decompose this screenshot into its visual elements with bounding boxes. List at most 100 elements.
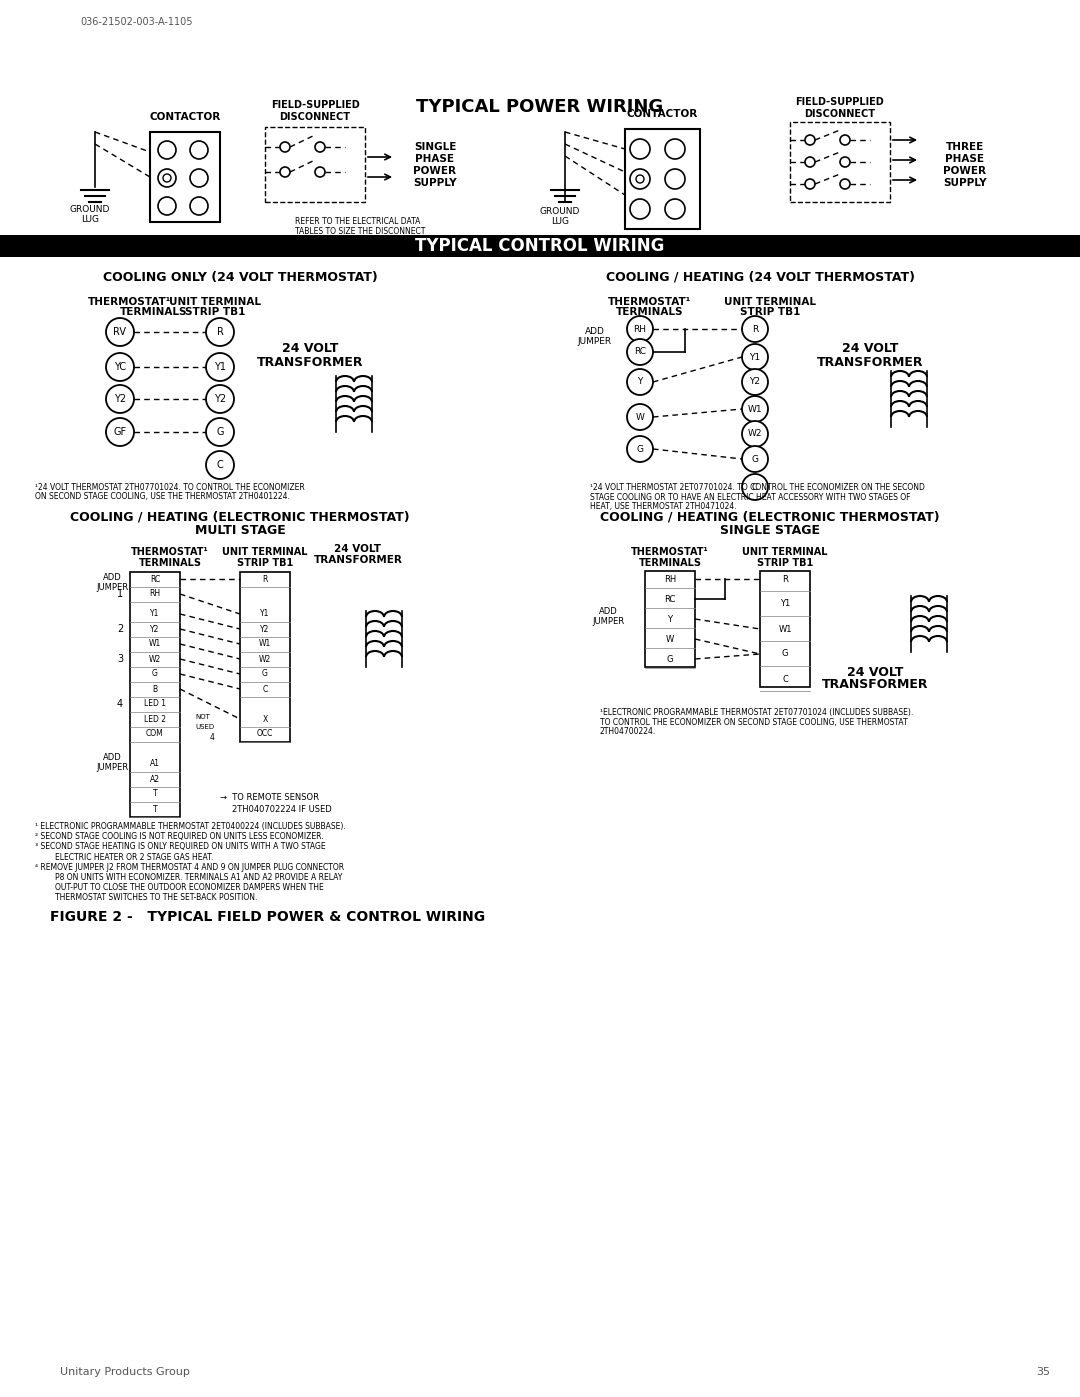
- Text: ELECTRIC HEATER OR 2 STAGE GAS HEAT.: ELECTRIC HEATER OR 2 STAGE GAS HEAT.: [55, 852, 213, 862]
- Text: PHASE: PHASE: [945, 154, 985, 163]
- Circle shape: [206, 386, 234, 414]
- Text: TERMINALS: TERMINALS: [617, 307, 684, 317]
- Bar: [265, 127, 365, 203]
- Circle shape: [840, 179, 850, 189]
- Circle shape: [190, 197, 208, 215]
- Text: Y2: Y2: [150, 624, 160, 633]
- Text: SUPPLY: SUPPLY: [943, 177, 987, 189]
- Text: TRANSFORMER: TRANSFORMER: [313, 555, 403, 564]
- Text: THREE: THREE: [946, 142, 984, 152]
- Text: POWER: POWER: [414, 166, 457, 176]
- Text: W: W: [635, 412, 645, 422]
- Circle shape: [665, 198, 685, 219]
- Text: C: C: [262, 685, 268, 693]
- Text: C: C: [782, 675, 788, 683]
- Text: W2: W2: [259, 655, 271, 664]
- Text: 4: 4: [117, 698, 123, 710]
- Text: W1: W1: [259, 640, 271, 648]
- Text: OUT-PUT TO CLOSE THE OUTDOOR ECONOMIZER DAMPERS WHEN THE: OUT-PUT TO CLOSE THE OUTDOOR ECONOMIZER …: [55, 883, 324, 891]
- Circle shape: [742, 395, 768, 422]
- Text: STRIP TB1: STRIP TB1: [757, 557, 813, 569]
- Text: RC: RC: [634, 348, 646, 356]
- Text: G: G: [152, 669, 158, 679]
- Text: 24 VOLT: 24 VOLT: [335, 543, 381, 555]
- Circle shape: [742, 369, 768, 395]
- Circle shape: [627, 404, 653, 430]
- Circle shape: [106, 319, 134, 346]
- Text: TRANSFORMER: TRANSFORMER: [816, 355, 923, 369]
- Text: LED 2: LED 2: [144, 714, 166, 724]
- Text: CONTACTOR: CONTACTOR: [626, 109, 698, 119]
- Text: Y: Y: [667, 615, 673, 623]
- Text: Y1: Y1: [214, 362, 226, 372]
- Text: G: G: [216, 427, 224, 437]
- Text: REFER TO THE ELECTRICAL DATA: REFER TO THE ELECTRICAL DATA: [295, 218, 420, 226]
- Text: ¹ ELECTRONIC PROGRAMMABLE THERMOSTAT 2ET0400224 (INCLUDES SUBBASE).: ¹ ELECTRONIC PROGRAMMABLE THERMOSTAT 2ET…: [35, 823, 346, 831]
- Text: Y2: Y2: [113, 394, 126, 404]
- Text: LUG: LUG: [551, 218, 569, 226]
- Text: W1: W1: [779, 624, 792, 633]
- Circle shape: [742, 420, 768, 447]
- Text: THERMOSTAT SWITCHES TO THE SET-BACK POSITION.: THERMOSTAT SWITCHES TO THE SET-BACK POSI…: [55, 893, 257, 901]
- Circle shape: [280, 142, 291, 152]
- Circle shape: [665, 169, 685, 189]
- Text: 2: 2: [117, 624, 123, 634]
- Text: Y1: Y1: [260, 609, 270, 619]
- Circle shape: [106, 418, 134, 446]
- Text: Y2: Y2: [260, 624, 270, 633]
- Text: ³ SECOND STAGE HEATING IS ONLY REQUIRED ON UNITS WITH A TWO STAGE: ³ SECOND STAGE HEATING IS ONLY REQUIRED …: [35, 842, 326, 852]
- Circle shape: [206, 451, 234, 479]
- Text: COOLING / HEATING (24 VOLT THERMOSTAT): COOLING / HEATING (24 VOLT THERMOSTAT): [606, 271, 915, 284]
- Circle shape: [627, 316, 653, 342]
- Text: COOLING / HEATING (ELECTRONIC THERMOSTAT): COOLING / HEATING (ELECTRONIC THERMOSTAT…: [70, 510, 409, 524]
- Text: STRIP TB1: STRIP TB1: [185, 307, 245, 317]
- Text: ¹ELECTRONIC PROGRAMMABLE THERMOSTAT 2ET07701024 (INCLUDES SUBBASE).: ¹ELECTRONIC PROGRAMMABLE THERMOSTAT 2ET0…: [600, 707, 914, 717]
- Text: JUMPER: JUMPER: [578, 338, 612, 346]
- Text: Y2: Y2: [750, 377, 760, 387]
- Text: 35: 35: [1036, 1368, 1050, 1377]
- Circle shape: [742, 474, 768, 500]
- Text: ON SECOND STAGE COOLING, USE THE THERMOSTAT 2TH0401224.: ON SECOND STAGE COOLING, USE THE THERMOS…: [35, 493, 289, 502]
- Text: C: C: [217, 460, 224, 469]
- Text: 2TH040702224 IF USED: 2TH040702224 IF USED: [232, 805, 332, 813]
- Text: RV: RV: [113, 327, 126, 337]
- Text: TO CONTROL THE ECONOMIZER ON SECOND STAGE COOLING, USE THERMOSTAT: TO CONTROL THE ECONOMIZER ON SECOND STAG…: [600, 718, 907, 726]
- Text: NOT: NOT: [195, 714, 210, 719]
- Text: THERMOSTAT¹: THERMOSTAT¹: [631, 548, 708, 557]
- Text: TYPICAL POWER WIRING: TYPICAL POWER WIRING: [417, 98, 663, 116]
- Bar: [645, 571, 696, 666]
- Text: R: R: [217, 327, 224, 337]
- Text: 2TH04700224.: 2TH04700224.: [600, 728, 657, 736]
- Text: JUMPER: JUMPER: [96, 763, 129, 771]
- Text: T: T: [152, 789, 158, 799]
- Text: TYPICAL CONTROL WIRING: TYPICAL CONTROL WIRING: [416, 237, 664, 256]
- Text: P8 ON UNITS WITH ECONOMIZER. TERMINALS A1 AND A2 PROVIDE A RELAY: P8 ON UNITS WITH ECONOMIZER. TERMINALS A…: [55, 873, 342, 882]
- Text: CONTACTOR: CONTACTOR: [149, 112, 220, 122]
- Text: Unitary Products Group: Unitary Products Group: [60, 1368, 190, 1377]
- Text: COM: COM: [146, 729, 164, 739]
- Bar: [789, 122, 890, 203]
- Text: 1: 1: [117, 590, 123, 599]
- Circle shape: [742, 446, 768, 472]
- Circle shape: [805, 156, 815, 168]
- Text: LUG: LUG: [81, 215, 99, 225]
- Text: JUMPER: JUMPER: [96, 583, 129, 591]
- Text: ADD: ADD: [103, 573, 121, 581]
- Text: THERMOSTAT¹: THERMOSTAT¹: [89, 298, 172, 307]
- Text: C: C: [752, 482, 758, 492]
- Text: W1: W1: [747, 405, 762, 414]
- Text: R: R: [752, 324, 758, 334]
- Text: LED 1: LED 1: [144, 700, 166, 708]
- Circle shape: [665, 138, 685, 159]
- Text: MULTI STAGE: MULTI STAGE: [194, 524, 285, 538]
- Text: COOLING / HEATING (ELECTRONIC THERMOSTAT): COOLING / HEATING (ELECTRONIC THERMOSTAT…: [600, 510, 940, 524]
- Circle shape: [106, 353, 134, 381]
- Text: X: X: [262, 714, 268, 724]
- Text: RC: RC: [664, 595, 676, 604]
- Circle shape: [627, 369, 653, 395]
- Text: G: G: [782, 650, 788, 658]
- Bar: [130, 571, 180, 817]
- Circle shape: [840, 156, 850, 168]
- Circle shape: [630, 138, 650, 159]
- Text: STRIP TB1: STRIP TB1: [740, 307, 800, 317]
